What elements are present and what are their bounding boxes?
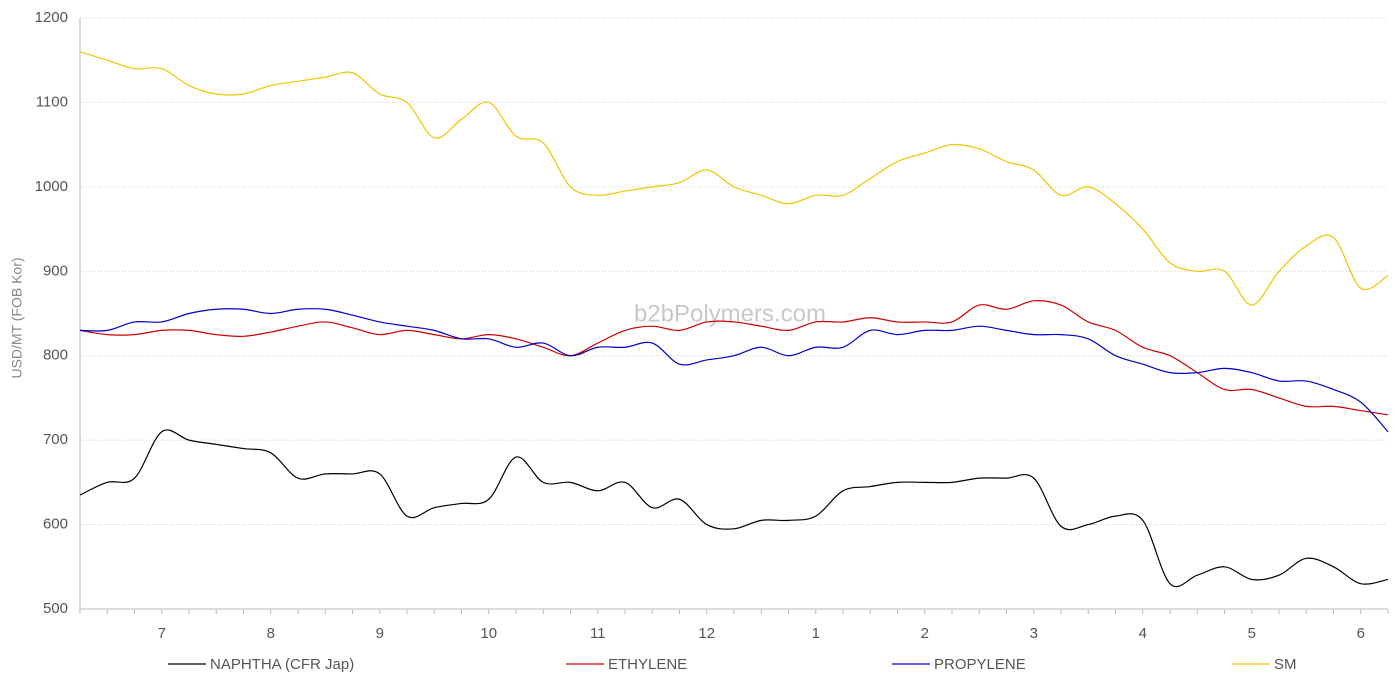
series-line <box>79 308 1389 433</box>
y-tick-label: 600 <box>43 516 68 533</box>
series-line <box>79 300 1389 416</box>
y-tick-label: 500 <box>43 600 68 617</box>
x-tick-label: 1 <box>812 625 820 642</box>
x-tick-label: 10 <box>480 625 497 642</box>
x-tick-label: 9 <box>376 625 384 642</box>
x-tick-label: 4 <box>1139 625 1147 642</box>
y-tick-label: 900 <box>43 262 68 279</box>
legend-label: SM <box>1274 656 1297 673</box>
x-tick-label: 3 <box>1030 625 1038 642</box>
y-tick-label: 1100 <box>36 93 68 110</box>
x-tick-label: 2 <box>921 625 929 642</box>
x-tick-label: 5 <box>1248 625 1256 642</box>
legend-label: PROPYLENE <box>934 656 1026 673</box>
y-tick-label: 700 <box>43 431 68 448</box>
x-tick-label: 7 <box>158 625 166 642</box>
y-axis-title: USD/MT (FOB Kor) <box>9 257 25 378</box>
y-tick-label: 800 <box>43 347 68 364</box>
series-line <box>79 429 1389 588</box>
watermark: b2bPolymers.com <box>634 300 826 327</box>
x-tick-label: 11 <box>590 625 606 642</box>
legend-label: ETHYLENE <box>608 656 687 673</box>
x-tick-label: 8 <box>267 625 275 642</box>
y-tick-label: 1000 <box>35 178 68 195</box>
x-tick-label: 6 <box>1357 625 1365 642</box>
series-line <box>79 51 1389 306</box>
legend-label: NAPHTHA (CFR Jap) <box>210 656 354 673</box>
x-tick-label: 12 <box>698 625 715 642</box>
y-tick-label: 1200 <box>35 9 68 26</box>
